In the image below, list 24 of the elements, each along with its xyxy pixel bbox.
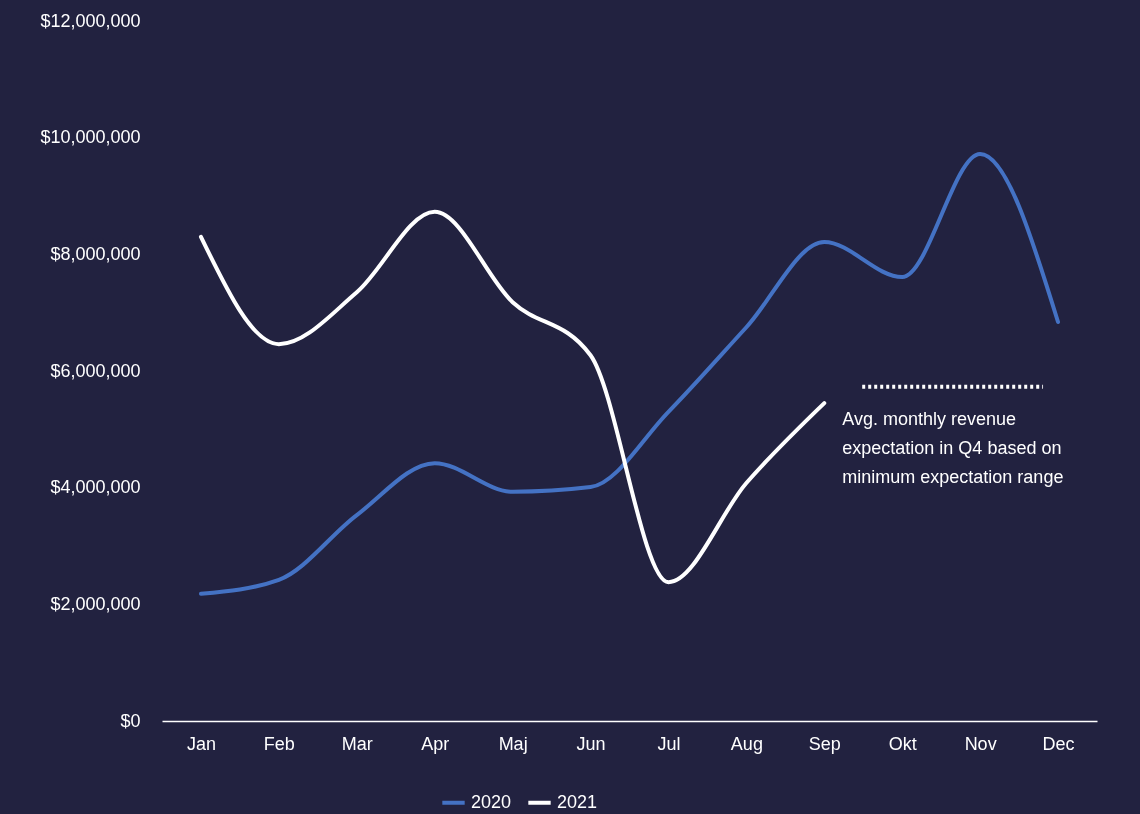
x-tick-label: Apr — [421, 733, 450, 754]
legend-label: 2020 — [471, 791, 512, 812]
y-tick-label: $4,000,000 — [50, 477, 141, 498]
x-tick-label: Feb — [263, 733, 295, 754]
x-tick-label: Maj — [498, 733, 528, 754]
line-series — [198, 152, 1061, 596]
legend-label: 2021 — [557, 791, 598, 812]
x-tick-label: Aug — [730, 733, 763, 754]
y-tick-label: $6,000,000 — [50, 360, 141, 381]
x-tick-label: Jun — [576, 733, 606, 754]
y-tick-label: $8,000,000 — [50, 243, 141, 264]
y-tick-label: $0 — [120, 710, 141, 731]
y-tick-label: $2,000,000 — [50, 593, 141, 614]
x-tick-label: Jul — [657, 733, 681, 754]
x-tick-label: Mar — [341, 733, 373, 754]
x-tick-label: Nov — [964, 733, 997, 754]
line-series — [198, 209, 827, 585]
x-tick-label: Okt — [888, 733, 917, 754]
ref-line-label: Avg. monthly revenue expectation in Q4 based on minimum expectation range — [842, 408, 1064, 487]
y-tick-label: $10,000,000 — [40, 127, 141, 148]
x-tick-label: Jan — [186, 733, 216, 754]
x-tick-label: Sep — [808, 733, 841, 754]
x-tick-label: Dec — [1042, 733, 1075, 754]
y-tick-label: $12,000,000 — [40, 10, 141, 31]
